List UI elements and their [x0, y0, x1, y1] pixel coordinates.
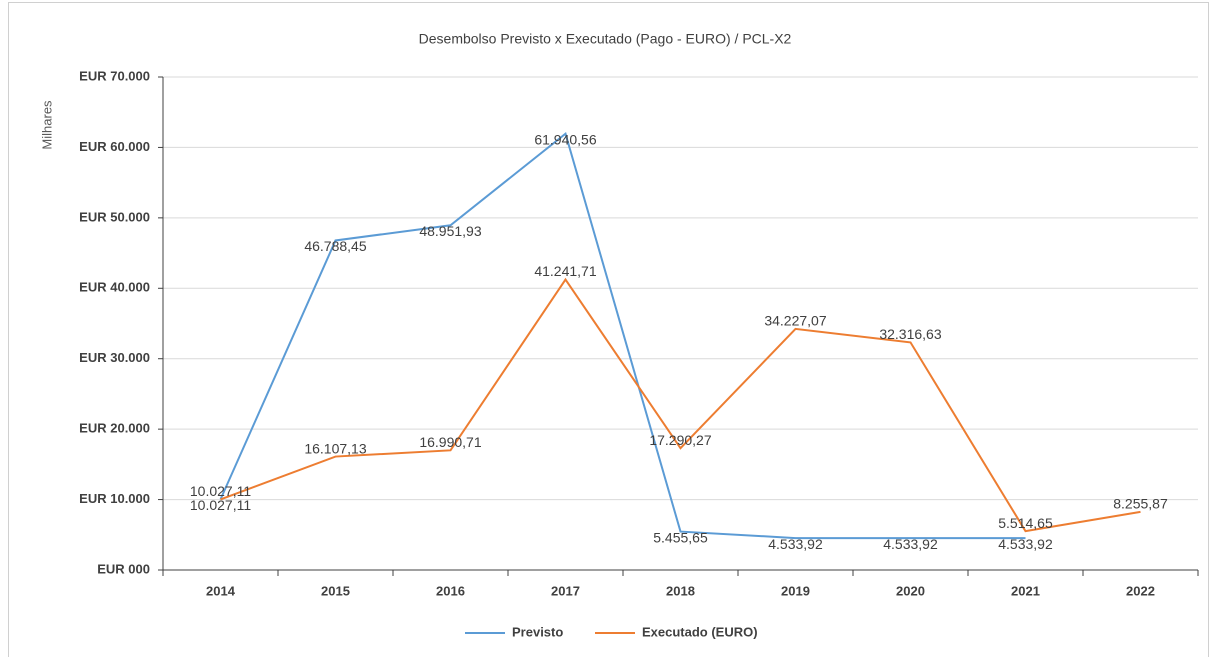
series-line: [219, 132, 1026, 540]
x-tick-label: 2018: [666, 583, 695, 598]
y-tick-label: EUR 000: [97, 561, 150, 576]
data-label: 46.788,45: [304, 238, 366, 254]
chart-frame: [8, 2, 1209, 657]
y-tick-label: EUR 30.000: [79, 350, 150, 365]
y-tick-label: EUR 50.000: [79, 209, 150, 224]
x-tick-label: 2021: [1011, 583, 1040, 598]
data-label: 16.107,13: [304, 440, 366, 456]
legend-label: Previsto: [512, 624, 563, 639]
data-label: 61.940,56: [534, 131, 596, 147]
data-label: 48.951,93: [419, 223, 481, 239]
chart-title: Desembolso Previsto x Executado (Pago - …: [419, 31, 792, 47]
data-label: 34.227,07: [764, 313, 826, 329]
y-tick-label: EUR 20.000: [79, 421, 150, 436]
data-label: 5.455,65: [653, 529, 708, 545]
data-label: 10.027,11: [190, 497, 251, 513]
y-tick-label: EUR 10.000: [79, 491, 150, 506]
y-tick-label: EUR 40.000: [79, 280, 150, 295]
x-tick-label: 2020: [896, 583, 925, 598]
data-label: 10.027,11: [190, 483, 251, 499]
data-label: 8.255,87: [1113, 496, 1168, 512]
data-label: 4.533,92: [768, 536, 823, 552]
legend-label: Executado (EURO): [642, 624, 758, 639]
data-label: 32.316,63: [879, 326, 941, 342]
data-label: 5.514,65: [998, 515, 1053, 531]
data-label: 17.290,27: [649, 432, 711, 448]
data-label: 4.533,92: [998, 536, 1053, 552]
x-tick-label: 2017: [551, 583, 580, 598]
y-tick-label: EUR 60.000: [79, 139, 150, 154]
series-line: [220, 277, 1141, 533]
x-tick-label: 2022: [1126, 583, 1155, 598]
data-label: 4.533,92: [883, 536, 938, 552]
data-label: 16.990,71: [419, 434, 481, 450]
x-tick-label: 2014: [206, 583, 236, 598]
data-label: 41.241,71: [534, 263, 596, 279]
y-axis-label: Milhares: [39, 100, 54, 150]
y-tick-label: EUR 70.000: [79, 68, 150, 83]
x-tick-label: 2019: [781, 583, 810, 598]
x-tick-label: 2016: [436, 583, 465, 598]
x-tick-label: 2015: [321, 583, 350, 598]
